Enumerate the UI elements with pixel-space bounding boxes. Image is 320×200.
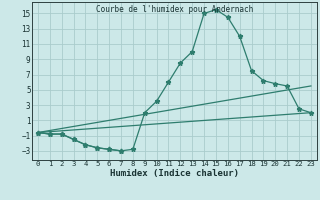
Text: Courbe de l'humidex pour Andernach: Courbe de l'humidex pour Andernach [96,5,253,14]
X-axis label: Humidex (Indice chaleur): Humidex (Indice chaleur) [110,169,239,178]
